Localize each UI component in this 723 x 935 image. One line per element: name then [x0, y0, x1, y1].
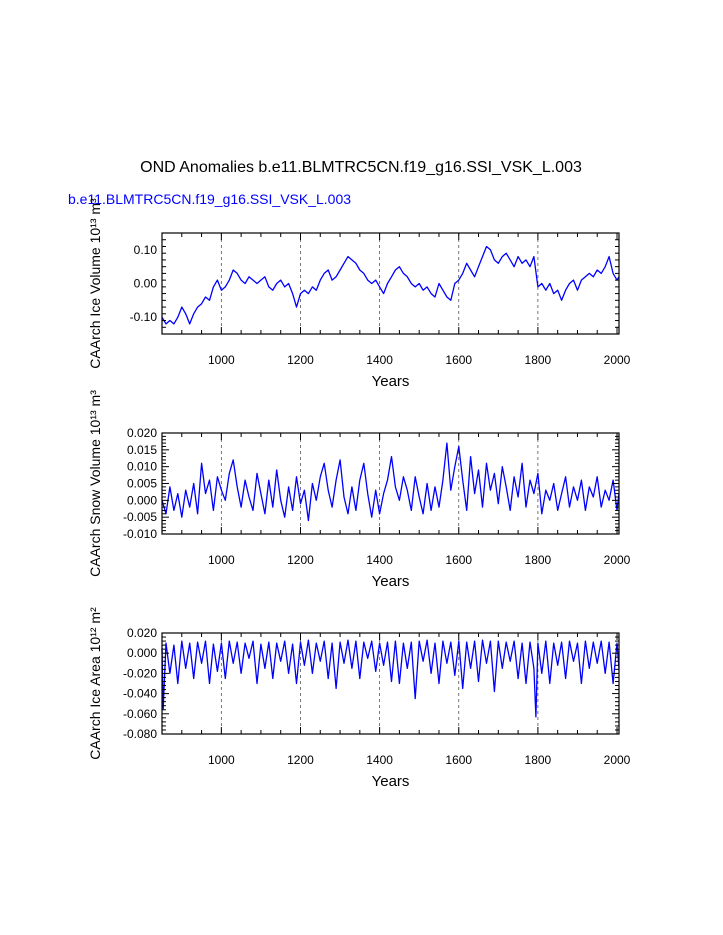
x-tick-label: 1400 [366, 753, 393, 767]
x-tick-label: 1000 [208, 353, 235, 367]
y-tick-label: -0.040 [123, 687, 157, 701]
series-line [161, 245, 620, 325]
plot-frame [161, 632, 620, 735]
x-axis-title: Years [372, 373, 410, 390]
series-line [161, 442, 620, 522]
y-tick-label: 0.020 [127, 626, 157, 640]
x-tick-label: 1600 [445, 353, 472, 367]
plot-frame [161, 232, 620, 335]
y-tick-label: 0.005 [127, 477, 157, 491]
x-tick-label: 1800 [525, 353, 552, 367]
x-axis-title: Years [372, 573, 410, 590]
y-tick-label: -0.005 [123, 510, 157, 524]
y-tick-label: -0.020 [123, 666, 157, 680]
y-tick-label: 0.00 [134, 277, 158, 291]
y-tick-label: 0.000 [127, 493, 157, 507]
x-tick-label: 2000 [604, 553, 631, 567]
x-tick-label: 2000 [604, 353, 631, 367]
x-tick-label: 2000 [604, 753, 631, 767]
x-tick-label: 1200 [287, 553, 314, 567]
panel-snow-volume: 1000 1200 1400 1600 1800 2000 -0.010 -0.005 0.00… [87, 390, 631, 590]
y-axis-title: CAArch Ice Volume 10¹³ m³ [87, 198, 103, 369]
y-tick-label: 0.020 [127, 426, 157, 440]
y-tick-label: 0.010 [127, 460, 157, 474]
panel-ice-volume: 1000 1200 1400 1600 1800 2000 -0.10 0.00 0.10 Yea… [87, 198, 631, 390]
x-tick-label: 1400 [366, 353, 393, 367]
plot-frame [161, 432, 620, 535]
y-tick-label: -0.010 [123, 527, 157, 541]
y-tick-label: 0.10 [134, 243, 158, 257]
figure-title: OND Anomalies b.e11.BLMTRC5CN.f19_g16.SS… [140, 159, 582, 176]
series-line [161, 639, 620, 718]
x-tick-label: 1200 [287, 753, 314, 767]
y-axis-title: CAArch Ice Area 10¹² m² [87, 607, 103, 760]
y-axis-title: CAArch Snow Volume 10¹³ m³ [87, 390, 103, 577]
panel-ice-area: 1000 1200 1400 1600 1800 2000 -0.080 -0.060 -0.0… [87, 607, 631, 790]
x-tick-label: 1800 [525, 553, 552, 567]
y-tick-label: -0.10 [130, 310, 158, 324]
x-axis-title: Years [372, 773, 410, 790]
y-tick-label: -0.060 [123, 707, 157, 721]
x-tick-label: 1000 [208, 553, 235, 567]
y-tick-label: 0.000 [127, 646, 157, 660]
y-tick-label: -0.080 [123, 727, 157, 741]
legend-label: b.e11.BLMTRC5CN.f19_g16.SSI_VSK_L.003 [68, 191, 351, 207]
x-tick-label: 1600 [445, 553, 472, 567]
x-tick-label: 1200 [287, 353, 314, 367]
y-tick-label: 0.015 [127, 443, 157, 457]
x-tick-label: 1800 [525, 753, 552, 767]
x-tick-label: 1600 [445, 753, 472, 767]
x-tick-label: 1000 [208, 753, 235, 767]
x-tick-label: 1400 [366, 553, 393, 567]
